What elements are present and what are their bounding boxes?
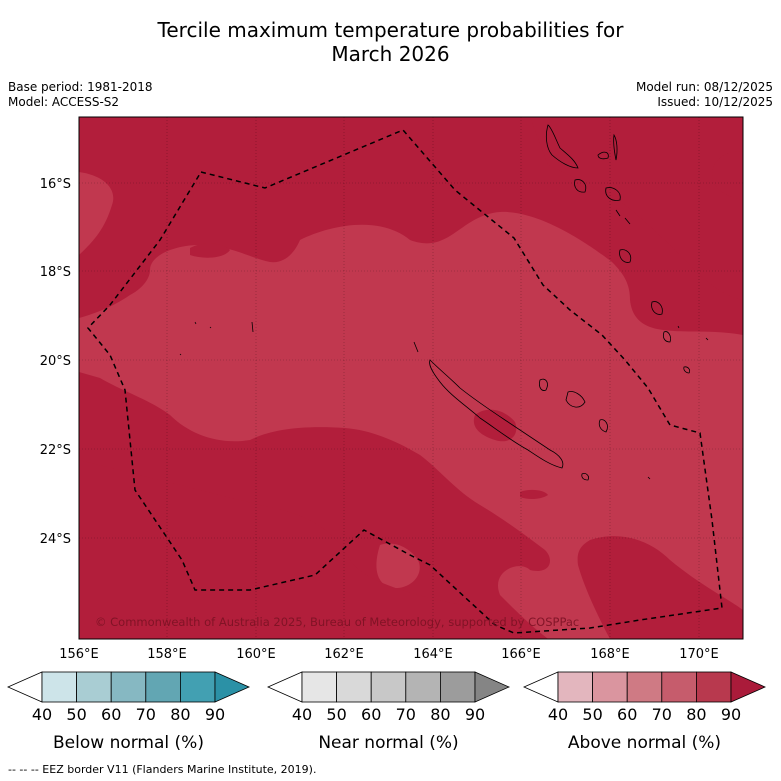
legend-tick-label: 40 [548,705,568,724]
legend-title: Near normal (%) [318,733,458,753]
eez-border [87,129,723,634]
legend-tick-label: 50 [326,705,346,724]
map-frame [78,116,744,640]
legend-min-extension [523,671,559,703]
legend-tick-label: 90 [721,705,741,724]
gridlines [79,117,743,639]
lon-label: 164°E [413,647,453,662]
lon-label: 168°E [590,647,630,662]
eez-footnote: -- -- -- EEZ border V11 (Flanders Marine… [8,763,317,776]
meta-left: Base period: 1981-2018 Model: ACCESS-S2 [8,80,153,110]
legend-tick-label: 40 [32,705,52,724]
lon-label: 160°E [236,647,276,662]
chart-title: Tercile maximum temperature probabilitie… [0,18,781,66]
legend-swatch [336,671,372,703]
legend-swatch [405,671,441,703]
legend-tick-label: 80 [430,705,450,724]
new-caledonia-coast [429,359,564,469]
legend-tick-label: 60 [617,705,637,724]
lat-label: 16°S [40,177,71,192]
field-above-80-90-southwest [79,460,548,639]
legend-tick-label: 70 [396,705,416,724]
probability-field: © Commonwealth of Australia 2025, Bureau… [79,117,743,639]
legend-swatch [145,671,181,703]
legend-swatch [696,671,732,703]
lat-label: 22°S [40,443,71,458]
copyright-notice: © Commonwealth of Australia 2025, Bureau… [95,615,579,629]
legend-swatch [557,671,593,703]
legend-swatch [76,671,112,703]
legend-tick-label: 80 [170,705,190,724]
base-period: Base period: 1981-2018 [8,80,153,94]
legend-tick-label: 90 [205,705,225,724]
legend-swatch [301,671,337,703]
vanuatu-espiritu-santo [545,124,579,169]
legend-swatch [41,671,77,703]
legend-tick-label: 50 [66,705,86,724]
lon-label: 158°E [147,647,187,662]
meta-right: Model run: 08/12/2025 Issued: 10/12/2025 [636,80,773,110]
lat-label: 20°S [40,354,71,369]
model-name: Model: ACCESS-S2 [8,95,120,109]
field-above-70-80 [79,172,743,639]
model-run: Model run: 08/12/2025 [635,80,773,94]
lat-label: 24°S [40,532,71,547]
legend-title: Above normal (%) [568,733,721,753]
title-line-2: March 2026 [331,42,450,66]
legend-max-extension [474,671,510,703]
legend-swatch [370,671,407,703]
legend-tick-label: 50 [582,705,602,724]
legend-tick-label: 60 [361,705,381,724]
lon-label: 166°E [501,647,541,662]
coastlines [179,124,709,481]
field-above-80-90-northeast [530,117,743,300]
lon-label: 170°E [679,647,719,662]
lat-label: 18°S [40,265,71,280]
legend-swatch [110,671,147,703]
latitude-labels: 16°S 18°S 20°S 22°S 24°S [40,177,71,547]
title-line-1: Tercile maximum temperature probabilitie… [157,18,624,42]
legend-tick-label: 90 [465,705,485,724]
lon-label: 162°E [324,647,364,662]
legend-tick-label: 70 [136,705,156,724]
legend-min-extension [267,671,303,703]
legend-colorbar: 40 50 60 70 80 90 Near normal (%) [267,671,510,753]
legend-swatch [626,671,663,703]
loyalty-islands [539,378,608,433]
legend-swatch [439,671,476,703]
legend-swatch [592,671,628,703]
legend-tick-label: 80 [686,705,706,724]
legend-tick-label: 40 [292,705,312,724]
legend-tick-label: 60 [101,705,121,724]
legend-max-extension [214,671,250,703]
legend-swatch [179,671,216,703]
longitude-labels: 156°E 158°E 160°E 162°E 164°E 166°E 168°… [59,647,719,662]
field-above-80-90-south [577,536,743,639]
issued-date: Issued: 10/12/2025 [657,95,773,109]
legend-swatch [661,671,697,703]
legend-min-extension [7,671,43,703]
legend-max-extension [730,671,766,703]
lon-label: 156°E [59,647,99,662]
legend-title: Below normal (%) [53,733,204,753]
legend-tick-label: 70 [652,705,672,724]
